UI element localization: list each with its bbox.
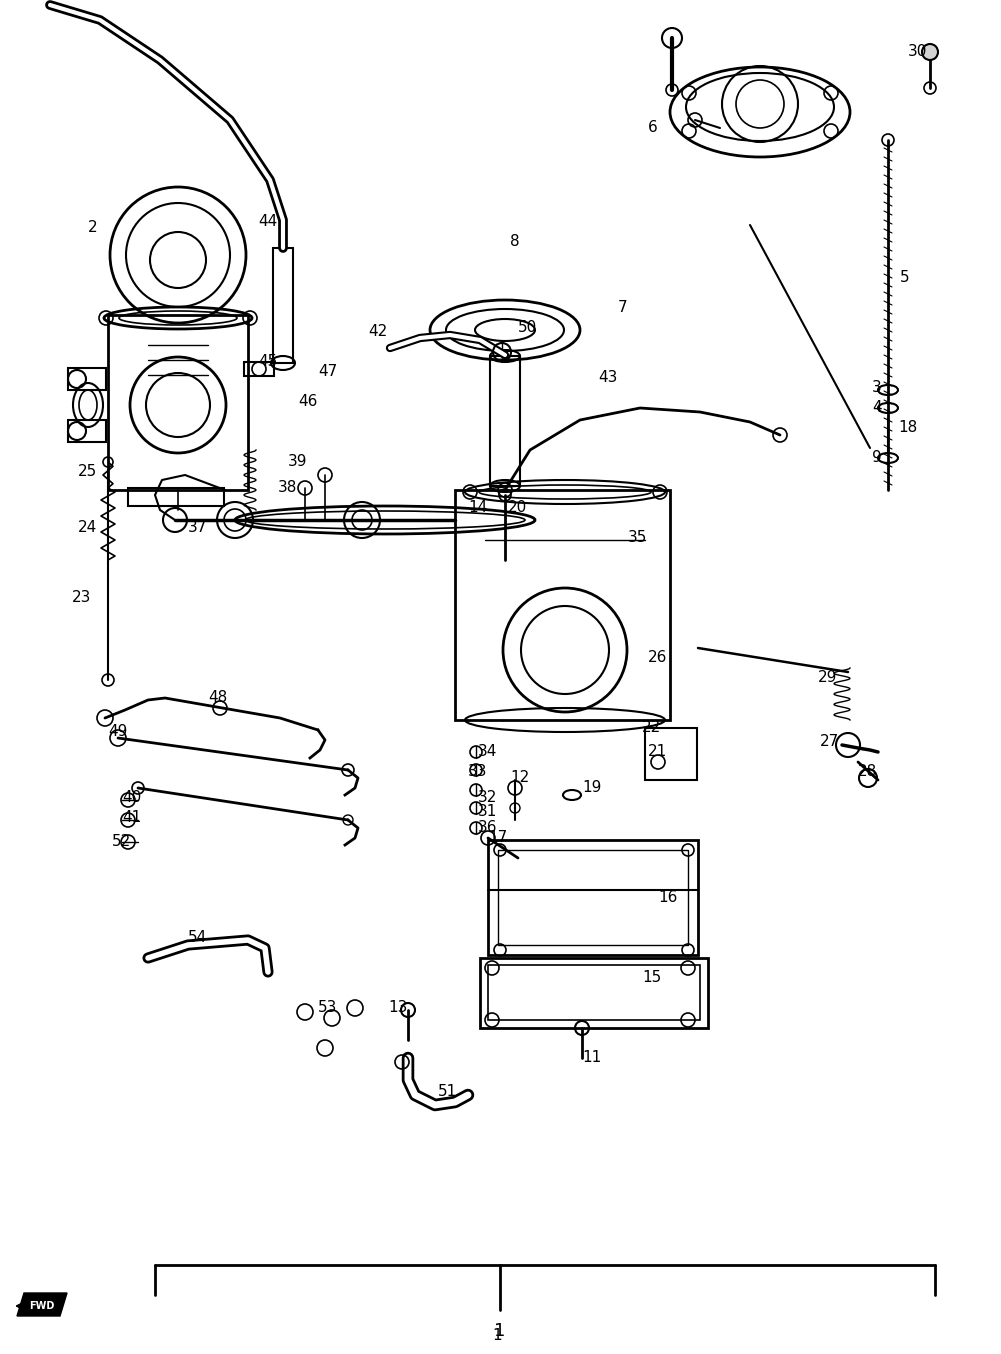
Bar — [68, 420, 106, 441]
Bar — [488, 965, 700, 1020]
Text: 50: 50 — [518, 321, 538, 336]
Text: 52: 52 — [112, 834, 131, 849]
Text: 41: 41 — [122, 811, 141, 826]
Text: 7: 7 — [618, 301, 628, 315]
Text: 31: 31 — [478, 804, 497, 819]
Text: 13: 13 — [388, 1001, 407, 1016]
Text: 12: 12 — [510, 770, 530, 785]
Text: 34: 34 — [478, 745, 497, 760]
Text: 15: 15 — [642, 971, 662, 986]
Bar — [108, 315, 248, 490]
Text: 29: 29 — [818, 670, 838, 685]
Text: 53: 53 — [318, 1001, 337, 1016]
Text: 51: 51 — [438, 1085, 457, 1099]
Polygon shape — [17, 1293, 67, 1316]
Text: 16: 16 — [658, 891, 678, 906]
Text: 17: 17 — [488, 830, 508, 845]
Text: 25: 25 — [78, 464, 97, 479]
Text: 35: 35 — [628, 531, 648, 546]
Text: 28: 28 — [858, 765, 877, 780]
Text: 26: 26 — [648, 650, 668, 666]
Text: 30: 30 — [908, 45, 927, 60]
Bar — [244, 362, 274, 376]
Text: 24: 24 — [78, 520, 97, 535]
Text: 20: 20 — [508, 501, 528, 516]
Text: 27: 27 — [820, 734, 839, 750]
Bar — [488, 839, 698, 955]
Text: 11: 11 — [582, 1051, 602, 1066]
Text: 3: 3 — [872, 380, 882, 395]
Text: 38: 38 — [278, 481, 297, 496]
Bar — [645, 728, 697, 780]
Text: 8: 8 — [510, 234, 520, 249]
Text: 48: 48 — [208, 691, 227, 705]
Text: 22: 22 — [642, 720, 662, 735]
Bar — [455, 490, 670, 720]
Text: 42: 42 — [368, 325, 387, 340]
Text: 40: 40 — [122, 791, 141, 806]
Bar — [68, 368, 106, 390]
Text: 37: 37 — [188, 520, 207, 535]
Text: 21: 21 — [648, 745, 668, 760]
Bar — [498, 850, 688, 945]
Text: 33: 33 — [468, 765, 487, 780]
Text: 44: 44 — [258, 214, 277, 229]
Text: 6: 6 — [648, 121, 658, 135]
Text: 14: 14 — [468, 501, 487, 516]
Text: 43: 43 — [598, 371, 618, 386]
Bar — [128, 487, 224, 506]
Text: 1: 1 — [494, 1322, 506, 1340]
Text: 45: 45 — [258, 355, 277, 370]
Text: 36: 36 — [478, 821, 497, 835]
Text: 23: 23 — [72, 590, 91, 605]
Text: 49: 49 — [108, 724, 127, 739]
Bar — [480, 959, 708, 1028]
Text: 39: 39 — [288, 455, 307, 470]
Text: 47: 47 — [318, 364, 337, 379]
Text: 32: 32 — [478, 791, 497, 806]
Text: 9: 9 — [872, 451, 882, 466]
Bar — [273, 248, 293, 363]
Text: 19: 19 — [582, 780, 602, 796]
Text: 4: 4 — [872, 401, 882, 416]
Circle shape — [922, 43, 938, 60]
Text: 18: 18 — [898, 421, 917, 436]
Text: 5: 5 — [900, 271, 910, 286]
Text: 54: 54 — [188, 930, 207, 945]
Text: 2: 2 — [88, 221, 98, 236]
Text: FWD: FWD — [29, 1301, 55, 1311]
Text: 1: 1 — [492, 1327, 502, 1343]
Bar — [490, 356, 520, 486]
Text: 46: 46 — [298, 394, 317, 409]
